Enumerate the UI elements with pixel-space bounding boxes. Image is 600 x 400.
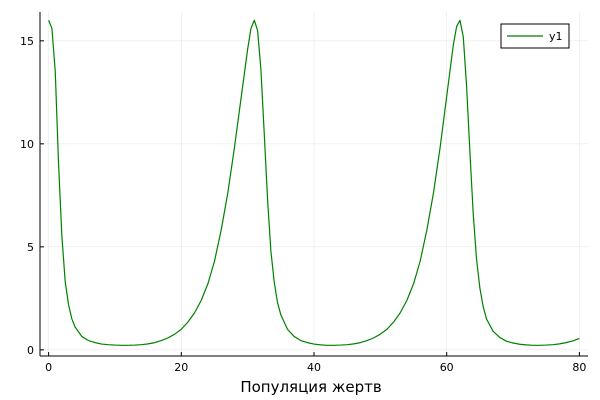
x-tick-label: 60 <box>440 361 454 374</box>
x-tick-label: 0 <box>45 361 52 374</box>
series-line-y1 <box>48 19 580 346</box>
legend: y1 <box>500 23 570 49</box>
y-tick-label: 0 <box>27 344 34 357</box>
y-tick-label: 10 <box>20 138 34 151</box>
y-tick-label: 15 <box>20 35 34 48</box>
legend-label-y1: y1 <box>549 30 563 43</box>
y-tick-label: 5 <box>27 241 34 254</box>
x-tick-label: 20 <box>174 361 188 374</box>
ticks: 0 20 40 60 80 0 5 10 15 <box>20 35 586 374</box>
grid <box>40 12 588 356</box>
x-tick-label: 40 <box>307 361 321 374</box>
x-tick-label: 80 <box>572 361 586 374</box>
x-axis-title: Популяция жертв <box>240 378 381 396</box>
series-layer <box>48 19 580 346</box>
